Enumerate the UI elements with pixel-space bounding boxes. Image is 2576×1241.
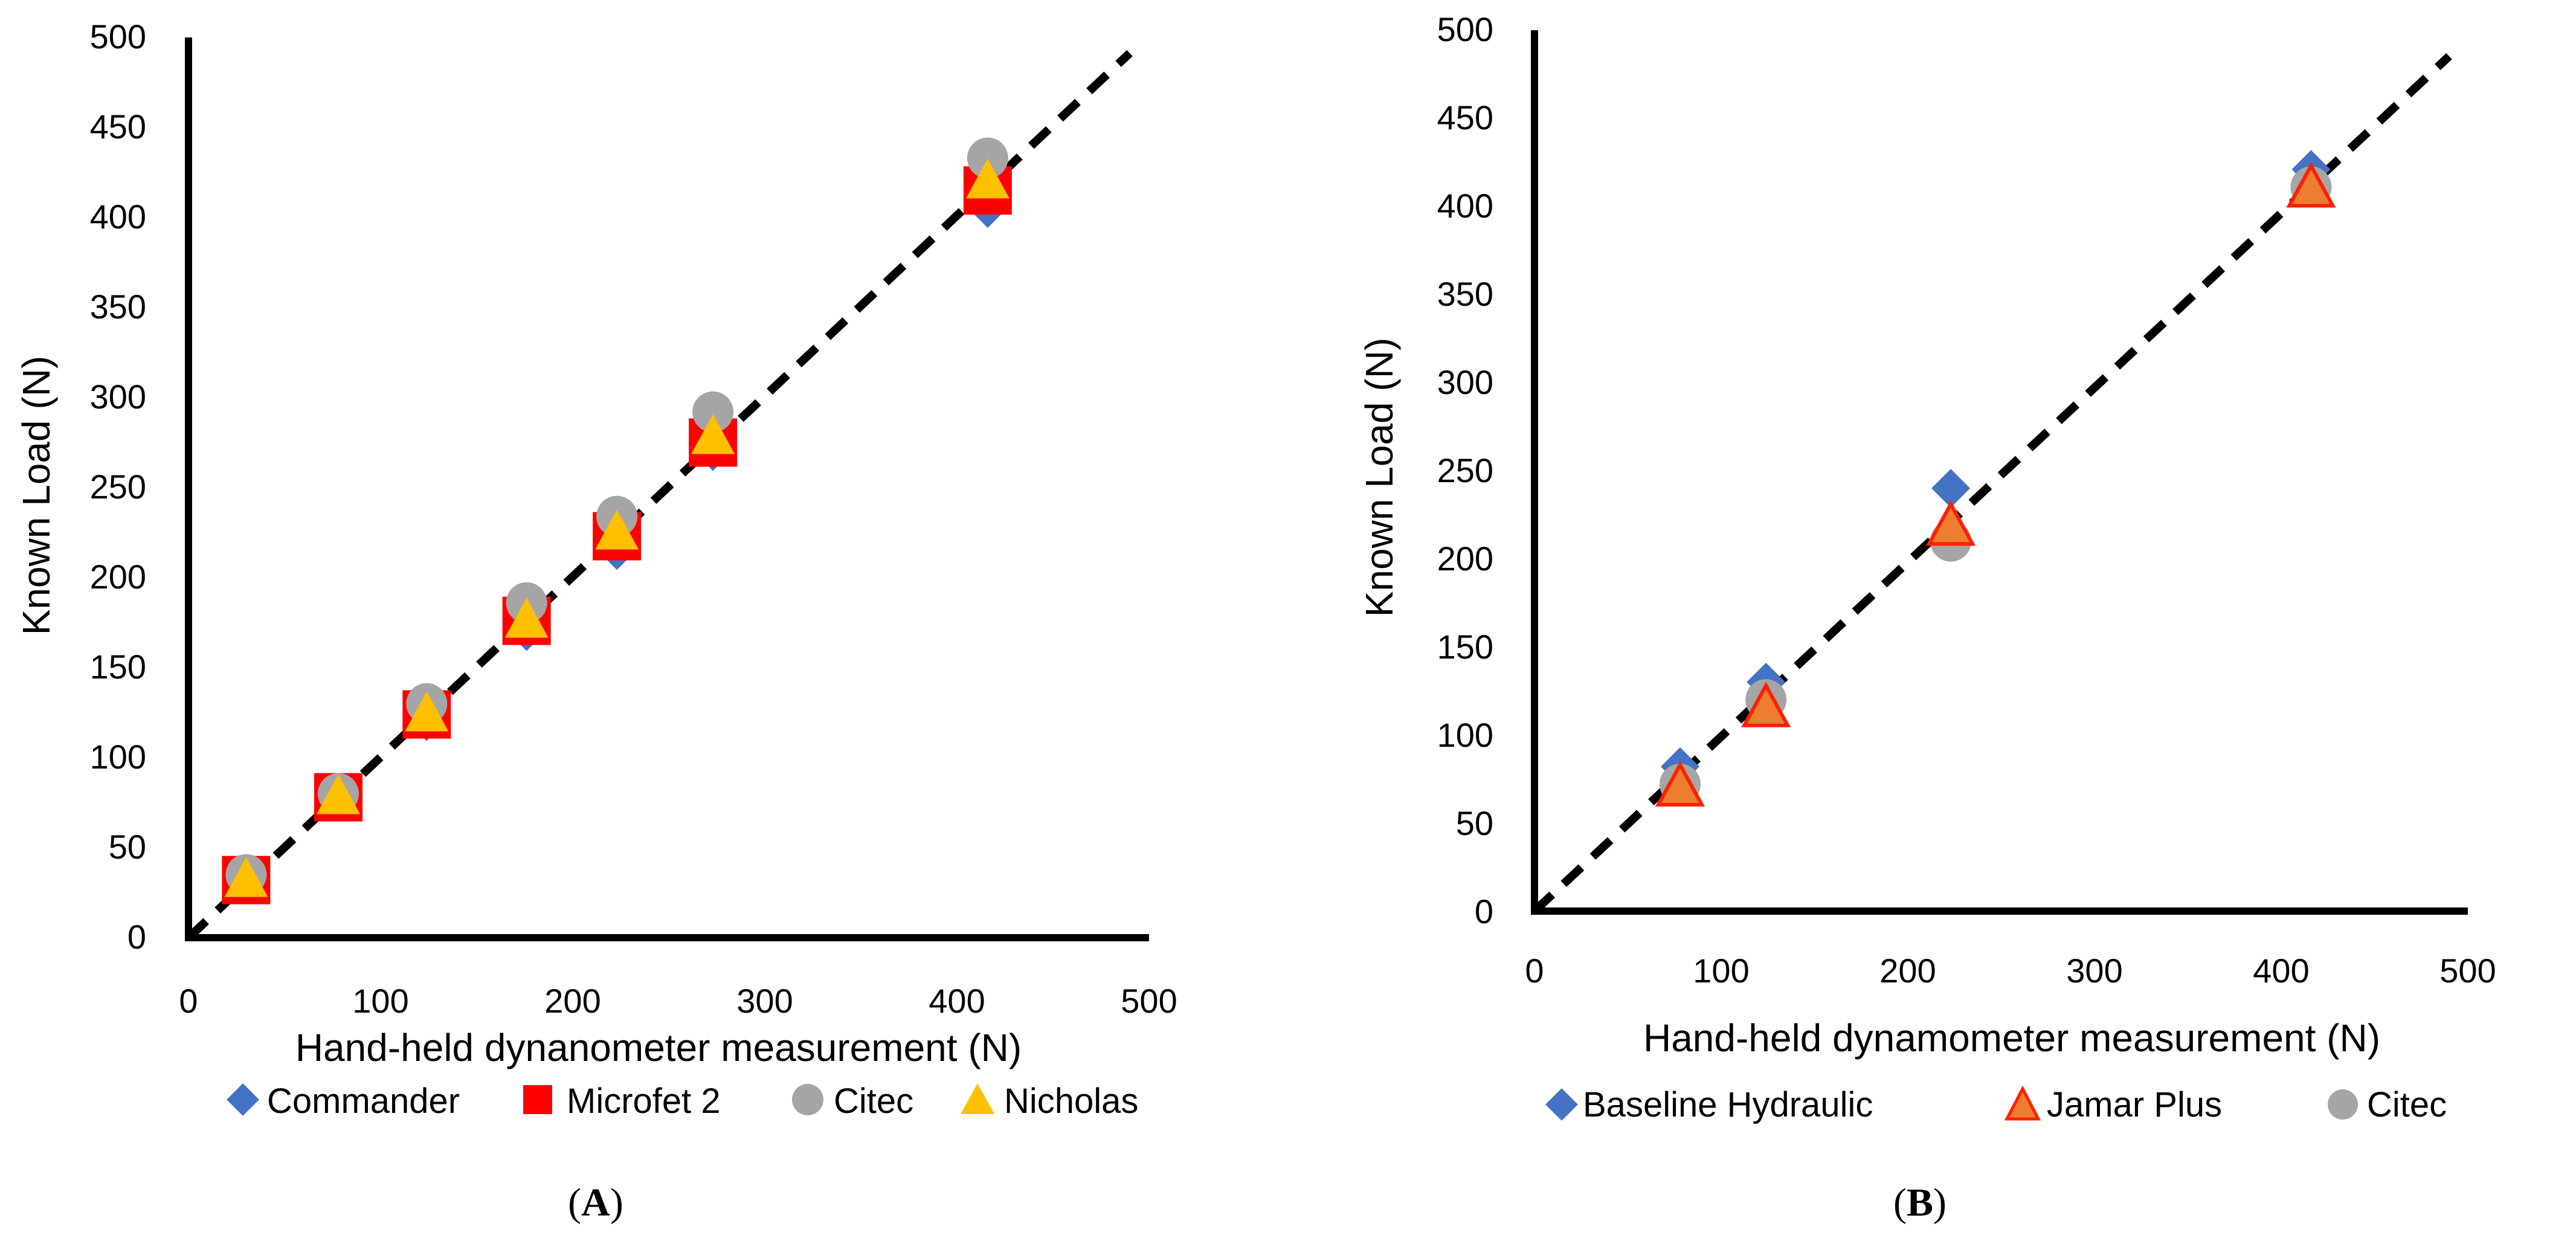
- nicholas-point: [317, 774, 361, 814]
- baseline-hydraulic-legend-icon: [1545, 1088, 1578, 1121]
- citec-point: [692, 391, 734, 433]
- chart-b-legend-label: Baseline Hydraulic: [1583, 1085, 1873, 1124]
- chart-a-y-tick: 200: [90, 558, 146, 596]
- nicholas-point: [224, 857, 268, 897]
- microfet-2-legend-icon: [523, 1085, 552, 1114]
- chart-a: 0 50 100 150 200 250 300 350 400 450 500…: [14, 18, 1177, 1225]
- jamar-plus-point: [1741, 682, 1791, 727]
- chart-b-y-tick: 100: [1437, 716, 1493, 754]
- chart-b-legend-label: Jamar Plus: [2047, 1085, 2222, 1124]
- chart-b-x-tick: 500: [2439, 952, 2496, 990]
- chart-a-x-tick: 100: [352, 982, 408, 1020]
- chart-a-legend: Commander Microfet 2 Citec Nicholas: [227, 1081, 1138, 1121]
- chart-a-y-tick: 0: [127, 918, 146, 956]
- chart-b-y-axis-title: Known Load (N): [1357, 338, 1401, 617]
- chart-b-x-tick: 0: [1525, 952, 1544, 990]
- chart-a-legend-microfet-2[interactable]: Microfet 2: [523, 1081, 721, 1121]
- jamar-plus-legend-icon: [2004, 1085, 2041, 1121]
- chart-b-y-tick: 150: [1437, 628, 1493, 666]
- chart-a-y-tick: 350: [90, 288, 146, 326]
- chart-a-legend-label: Citec: [834, 1081, 913, 1121]
- citec-legend-icon: [792, 1084, 823, 1115]
- chart-b-y-tick: 350: [1437, 275, 1493, 313]
- chart-b-x-axis-title: Hand-held dynamometer measurement (N): [1643, 1016, 2380, 1060]
- chart-a-panel-label: (A): [568, 1181, 623, 1225]
- chart-a-x-tick-labels: 0 100 200 300 400 500: [179, 982, 1177, 1020]
- chart-b-legend-label: Citec: [2367, 1085, 2447, 1124]
- chart-a-x-tick: 0: [179, 982, 198, 1020]
- chart-a-y-tick: 100: [90, 738, 146, 776]
- chart-a-legend-nicholas[interactable]: Nicholas: [961, 1081, 1138, 1121]
- chart-b-x-tick: 100: [1693, 952, 1749, 990]
- chart-a-y-tick: 450: [90, 108, 146, 146]
- nicholas-point: [965, 158, 1009, 199]
- chart-b-y-tick: 500: [1437, 10, 1493, 48]
- chart-a-legend-label: Microfet 2: [567, 1081, 721, 1121]
- chart-a-x-axis-title: Hand-held dynanometer measurement (N): [295, 1026, 1022, 1069]
- nicholas-legend-icon: [961, 1083, 994, 1114]
- chart-b-y-tick: 250: [1437, 451, 1493, 489]
- chart-a-x-tick: 500: [1121, 982, 1177, 1020]
- chart-a-y-tick: 400: [90, 198, 146, 236]
- chart-a-x-tick: 400: [929, 982, 985, 1020]
- chart-b-y-tick: 200: [1437, 540, 1493, 578]
- chart-a-y-tick: 50: [109, 828, 146, 866]
- chart-a-y-tick: 300: [90, 378, 146, 416]
- chart-b-legend: Baseline Hydraulic Jamar Plus Citec: [1545, 1085, 2447, 1124]
- chart-b-x-tick: 200: [1879, 952, 1936, 990]
- chart-a-y-tick: 250: [90, 468, 146, 506]
- chart-b-y-tick: 0: [1475, 892, 1493, 930]
- nicholas-point: [595, 509, 639, 550]
- chart-a-x-tick: 200: [544, 982, 601, 1020]
- chart-b-legend-baseline-hydraulic[interactable]: Baseline Hydraulic: [1545, 1085, 1873, 1124]
- commander-legend-icon: [227, 1083, 259, 1116]
- nicholas-point: [504, 598, 549, 638]
- chart-b-x-tick: 400: [2253, 952, 2309, 990]
- chart-a-y-tick: 500: [90, 18, 146, 56]
- citec-point: [967, 137, 1008, 179]
- chart-b-legend-jamar-plus[interactable]: Jamar Plus: [2004, 1085, 2222, 1124]
- chart-b-plot-area: [1655, 150, 2336, 807]
- chart-b-legend-citec[interactable]: Citec: [2328, 1085, 2447, 1124]
- chart-a-y-axis-title: Known Load (N): [14, 356, 58, 635]
- jamar-plus-point: [1655, 761, 1705, 807]
- chart-b-y-tick: 50: [1456, 804, 1493, 842]
- nicholas-point: [405, 691, 449, 732]
- jamar-plus-point: [1926, 500, 1976, 546]
- chart-a-legend-label: Commander: [267, 1081, 460, 1121]
- chart-b-x-tick: 300: [2066, 952, 2122, 990]
- chart-b-y-tick: 300: [1437, 363, 1493, 401]
- nicholas-point: [691, 414, 735, 454]
- chart-b-panel-label: (B): [1893, 1181, 1946, 1225]
- chart-a-legend-commander[interactable]: Commander: [227, 1081, 460, 1121]
- baseline-hydraulic-point: [1931, 469, 1971, 508]
- jamar-plus-point: [2286, 162, 2336, 208]
- chart-a-plot-area: [222, 137, 1012, 904]
- chart-b-y-tick: 450: [1437, 98, 1493, 137]
- chart-b-y-tick: 400: [1437, 187, 1493, 225]
- chart-a-legend-label: Nicholas: [1004, 1081, 1138, 1121]
- chart-a-x-tick: 300: [736, 982, 793, 1020]
- chart-b-x-tick-labels: 0 100 200 300 400 500: [1525, 952, 2496, 990]
- citec-legend-icon: [2328, 1089, 2358, 1120]
- chart-a-legend-citec[interactable]: Citec: [792, 1081, 913, 1121]
- chart-a-y-tick-labels: 0 50 100 150 200 250 300 350 400 450 500: [90, 18, 146, 956]
- chart-b: 0 50 100 150 200 250 300 350 400 450 500…: [1357, 10, 2496, 1225]
- chart-a-y-tick: 150: [90, 648, 146, 686]
- chart-b-y-tick-labels: 0 50 100 150 200 250 300 350 400 450 500: [1437, 10, 1493, 930]
